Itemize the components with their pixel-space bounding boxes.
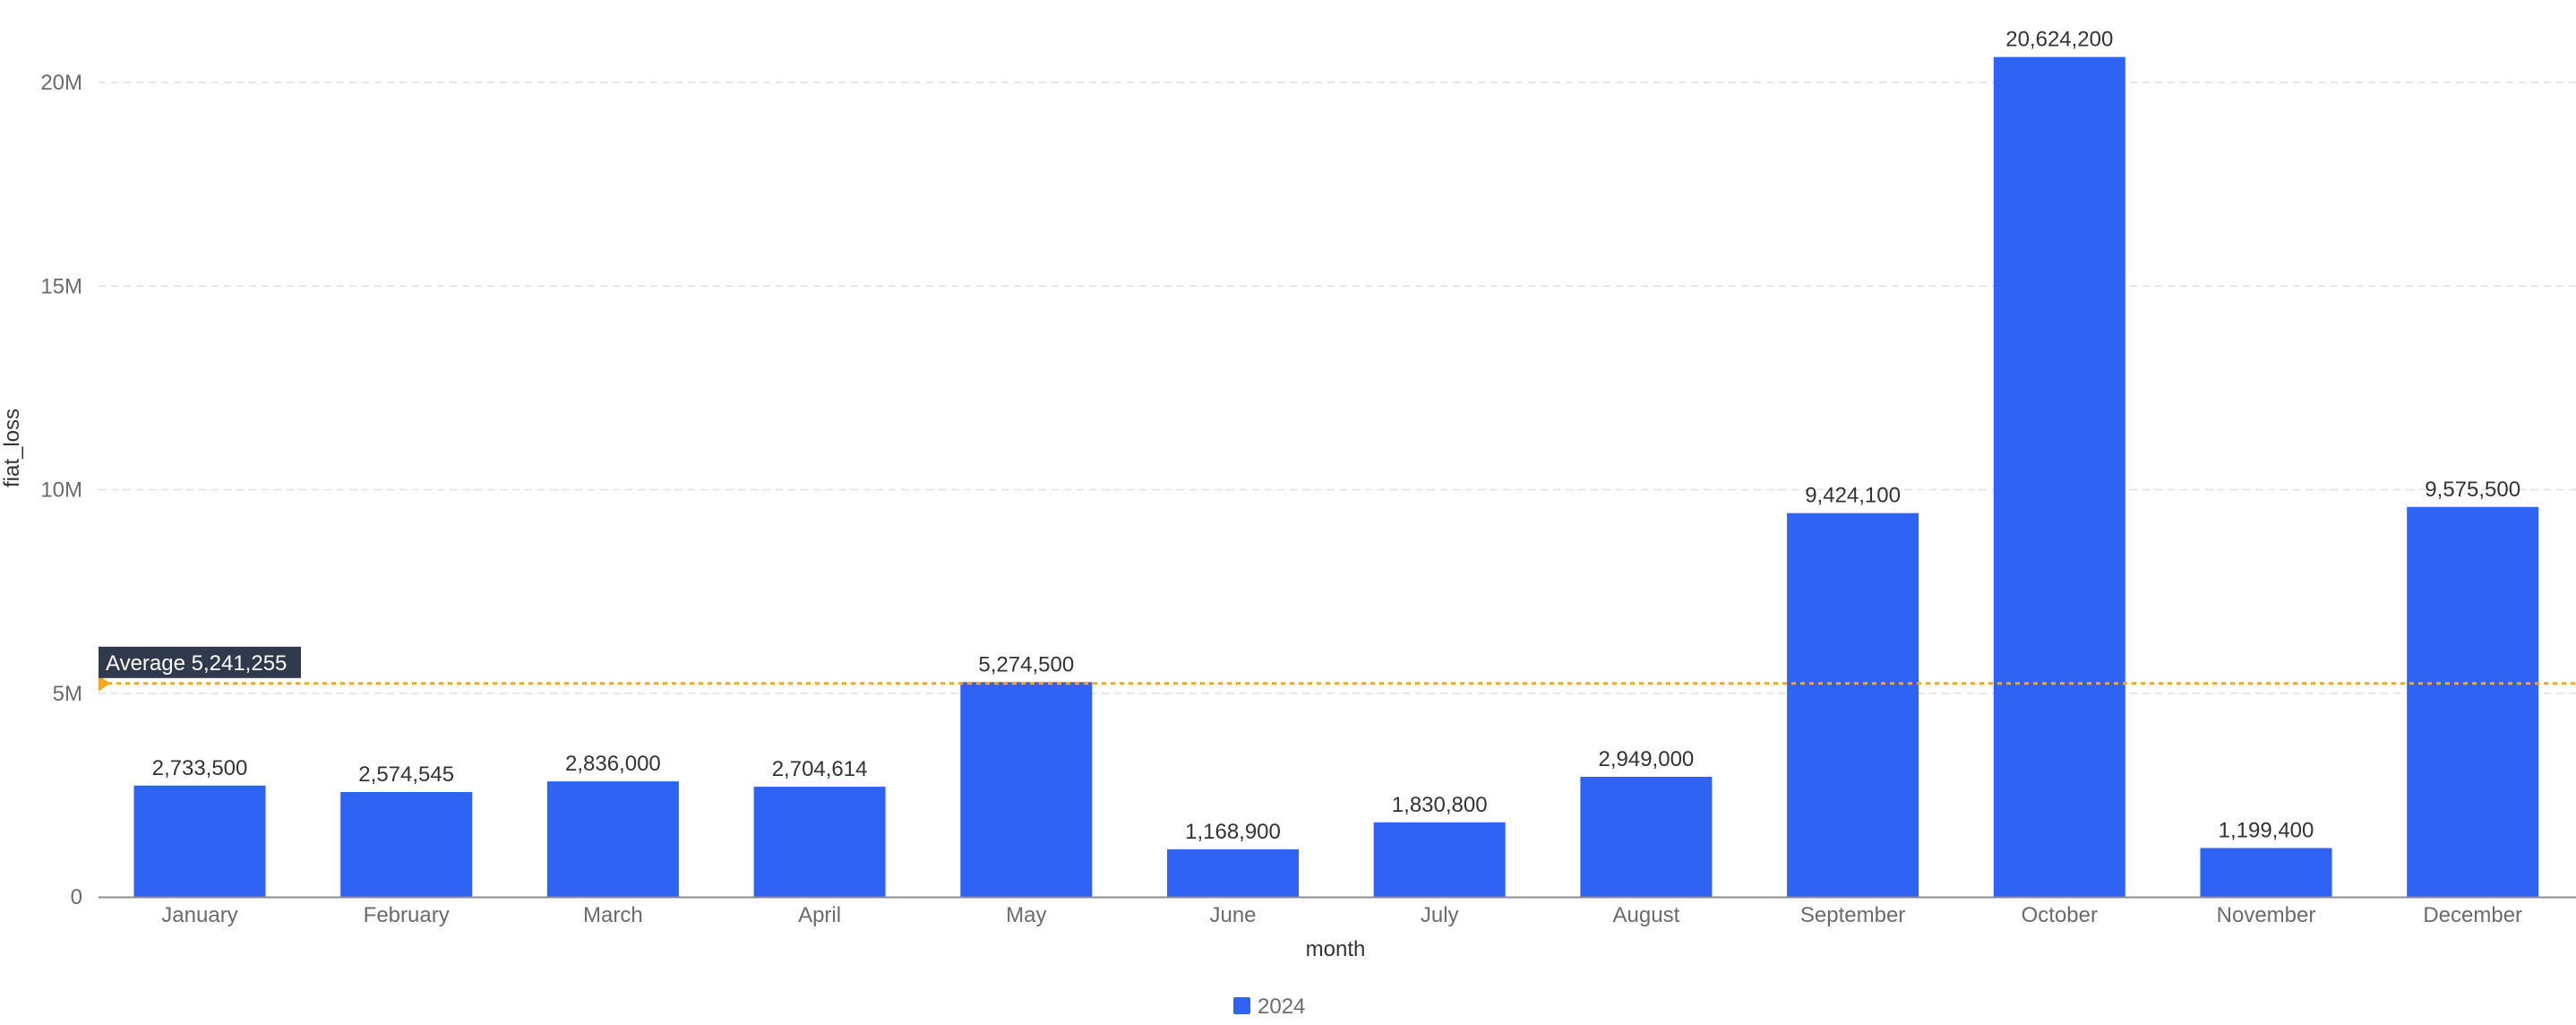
y-tick-label: 10M: [40, 478, 82, 503]
bar[interactable]: [2200, 848, 2332, 897]
x-tick-label: March: [583, 903, 643, 927]
data-label: 2,949,000: [1599, 747, 1695, 771]
x-tick-label: August: [1613, 903, 1680, 927]
gridlines: [99, 82, 2576, 694]
bar[interactable]: [1580, 776, 1713, 897]
y-axis-title: fiat_loss: [0, 409, 24, 487]
legend-label: 2024: [1258, 995, 1305, 1019]
bar[interactable]: [1787, 512, 1919, 897]
x-tick-label: July: [1421, 903, 1459, 927]
average-label: Average 5,241,255: [106, 651, 287, 676]
y-tick-label: 20M: [40, 71, 82, 95]
x-tick-label: June: [1209, 903, 1256, 927]
data-label: 2,704,614: [772, 757, 868, 781]
average-line-group: Average 5,241,255: [99, 646, 2576, 692]
data-label: 2,574,545: [358, 762, 454, 787]
bar[interactable]: [133, 785, 266, 897]
x-tick-label: January: [161, 903, 237, 927]
data-label: 1,199,400: [2219, 818, 2314, 842]
x-tick-label: May: [1006, 903, 1046, 927]
y-tick-label: 0: [71, 885, 82, 909]
bar[interactable]: [1373, 822, 1506, 897]
data-label: 2,733,500: [152, 756, 248, 780]
x-axis: January February March April May June July Augu…: [99, 896, 2576, 927]
x-tick-label: November: [2217, 903, 2316, 927]
y-axis: 0 5M 10M 15M 20M: [40, 71, 82, 909]
bars: [133, 56, 2539, 897]
x-tick-label: April: [798, 903, 841, 927]
bar[interactable]: [546, 781, 679, 897]
data-label: 1,830,800: [1392, 793, 1488, 817]
x-tick-label: September: [1800, 903, 1905, 927]
data-label: 5,274,500: [978, 652, 1074, 676]
x-tick-label: December: [2423, 903, 2522, 927]
y-tick-label: 15M: [40, 274, 82, 298]
legend-swatch: [1233, 997, 1250, 1014]
bar[interactable]: [753, 787, 886, 897]
bar[interactable]: [340, 791, 473, 897]
data-labels: 2,733,500 2,574,545 2,836,000 2,704,614 5,27…: [152, 28, 2520, 844]
average-marker: [99, 675, 110, 692]
data-label: 2,836,000: [565, 752, 661, 776]
x-tick-label: October: [2022, 903, 2098, 927]
bar[interactable]: [960, 682, 1093, 897]
data-label: 20,624,200: [2005, 28, 2113, 52]
average-label-bg: [99, 646, 301, 678]
bar[interactable]: [1167, 848, 1299, 897]
bar[interactable]: [2407, 506, 2539, 897]
data-label: 9,575,500: [2425, 478, 2520, 502]
legend[interactable]: 2024: [1233, 995, 1305, 1019]
data-label: 1,168,900: [1185, 820, 1281, 844]
x-axis-title: month: [1306, 937, 1366, 961]
data-label: 9,424,100: [1805, 484, 1901, 508]
bar[interactable]: [1993, 56, 2125, 897]
y-tick-label: 5M: [53, 682, 82, 706]
x-tick-label: February: [364, 903, 450, 927]
